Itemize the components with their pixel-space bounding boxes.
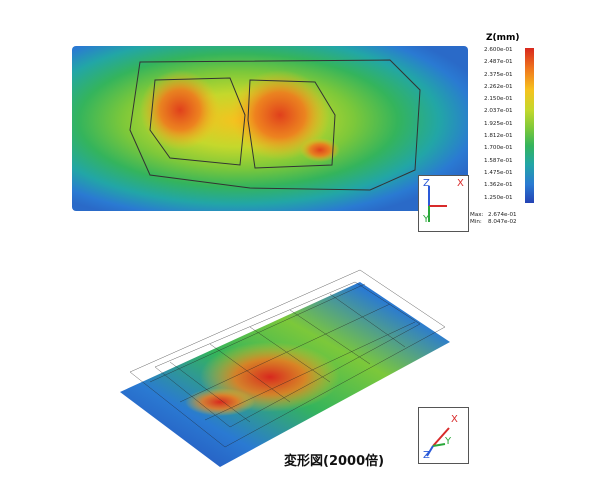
deformation-3d-view [120,269,450,467]
wireframe [129,269,446,448]
axis-x-label: X [451,414,458,425]
legend-label: 1.925e-01 [484,120,513,127]
min-label: Min: [470,219,482,225]
inner-contour-right [247,79,336,169]
legend-labels: 2.600e-01 2.487e-01 2.375e-01 2.262e-01 … [484,44,524,206]
axis-triad-bottom: X Y Z [418,407,469,464]
legend-label: 1.700e-01 [484,145,513,152]
top-contour-plot [72,46,468,211]
axis-y-label: Y [423,214,430,225]
axis-z-label: Z [423,178,430,189]
axis-triad-icon [426,427,450,457]
legend-label: 1.362e-01 [484,182,513,189]
legend-label: 1.587e-01 [484,157,513,164]
legend-label: 2.037e-01 [484,108,513,115]
axis-triad-top: Z X Y [418,175,469,232]
legend-label: 1.812e-01 [484,133,513,140]
inner-contour-left [149,77,246,166]
legend-label: 2.150e-01 [484,96,513,103]
legend-label: 1.250e-01 [484,194,513,201]
min-value: 8.047e-02 [488,219,517,225]
figure-caption: 変形図(2000倍) [284,454,385,469]
legend-label: 2.600e-01 [484,47,513,53]
hot-zone-center [230,70,330,160]
legend-label: 2.487e-01 [484,59,513,66]
legend-label: 2.375e-01 [484,71,513,78]
axis-triad-icon [428,186,447,222]
max-label: Max: [470,212,484,218]
hot-zone-3d-small [185,388,255,416]
legend-maxmin: Max: 2.674e-01 Min: 8.047e-02 [470,212,517,226]
legend-label: 2.262e-01 [484,83,513,90]
axis-z-label: Z [423,450,430,461]
axis-x-label: X [457,178,464,189]
outer-contour-line [129,59,421,191]
hot-zone-left [140,70,220,150]
legend-title: Z(mm) [486,33,520,43]
hot-zone-small [300,138,340,162]
legend-color-bar [525,48,534,203]
max-value: 2.674e-01 [488,212,517,218]
legend-label: 1.475e-01 [484,169,513,176]
axis-y-label: Y [445,436,452,447]
